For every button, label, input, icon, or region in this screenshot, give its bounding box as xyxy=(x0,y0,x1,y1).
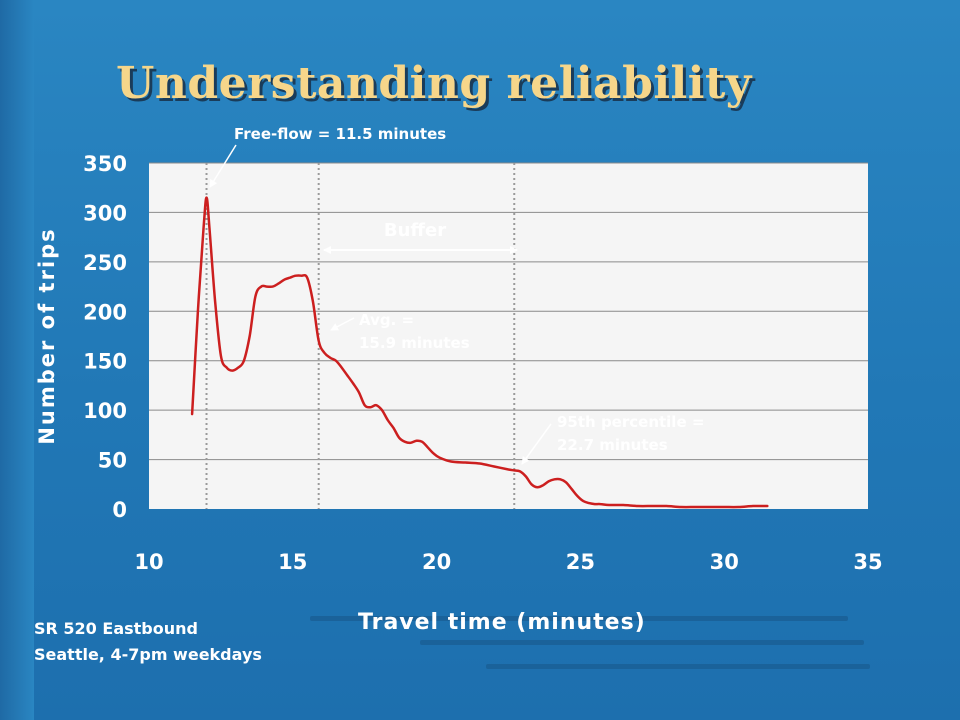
free-flow-annotation: Free-flow = 11.5 minutes xyxy=(234,125,446,143)
plot-area xyxy=(149,163,868,509)
decorative-line xyxy=(420,640,864,645)
avg-annotation-line1: Avg. = xyxy=(359,311,414,329)
x-tick-label: 35 xyxy=(853,550,882,574)
series-line xyxy=(190,196,769,509)
y-tick-label: 200 xyxy=(83,300,127,324)
x-tick-label: 30 xyxy=(710,550,739,574)
avg-arrow xyxy=(330,317,355,331)
p95-arrow xyxy=(521,423,552,465)
x-axis-label: Travel time (minutes) xyxy=(358,610,646,635)
y-tick-label: 250 xyxy=(83,251,127,275)
x-tick-label: 15 xyxy=(278,550,307,574)
decorative-line xyxy=(486,664,870,669)
y-axis-label: Number of trips xyxy=(35,227,59,445)
y-tick-label: 100 xyxy=(83,399,127,423)
slide-title: Understanding reliability xyxy=(116,58,752,109)
x-tick-label: 10 xyxy=(134,550,163,574)
footnote-time-window: Seattle, 4-7pm weekdays xyxy=(34,645,262,664)
y-tick-label: 150 xyxy=(83,350,127,374)
y-tick-label: 0 xyxy=(112,498,127,522)
footnote-route: SR 520 Eastbound xyxy=(34,619,198,638)
x-tick-label: 25 xyxy=(566,550,595,574)
avg-annotation-line2: 15.9 minutes xyxy=(359,334,470,352)
decorative-line xyxy=(310,616,848,621)
x-tick-label: 20 xyxy=(422,550,451,574)
buffer-annotation: Buffer xyxy=(384,220,446,241)
chart-footnote: SR 520 Eastbound Seattle, 4-7pm weekdays xyxy=(34,616,262,668)
left-decorative-band xyxy=(0,0,34,720)
y-tick-label: 350 xyxy=(83,152,127,176)
p95-annotation-line1: 95th percentile = xyxy=(557,413,704,431)
y-tick-label: 300 xyxy=(83,201,127,225)
free-flow-arrow xyxy=(209,144,237,188)
p95-annotation-line2: 22.7 minutes xyxy=(557,436,668,454)
y-tick-label: 50 xyxy=(98,449,127,473)
